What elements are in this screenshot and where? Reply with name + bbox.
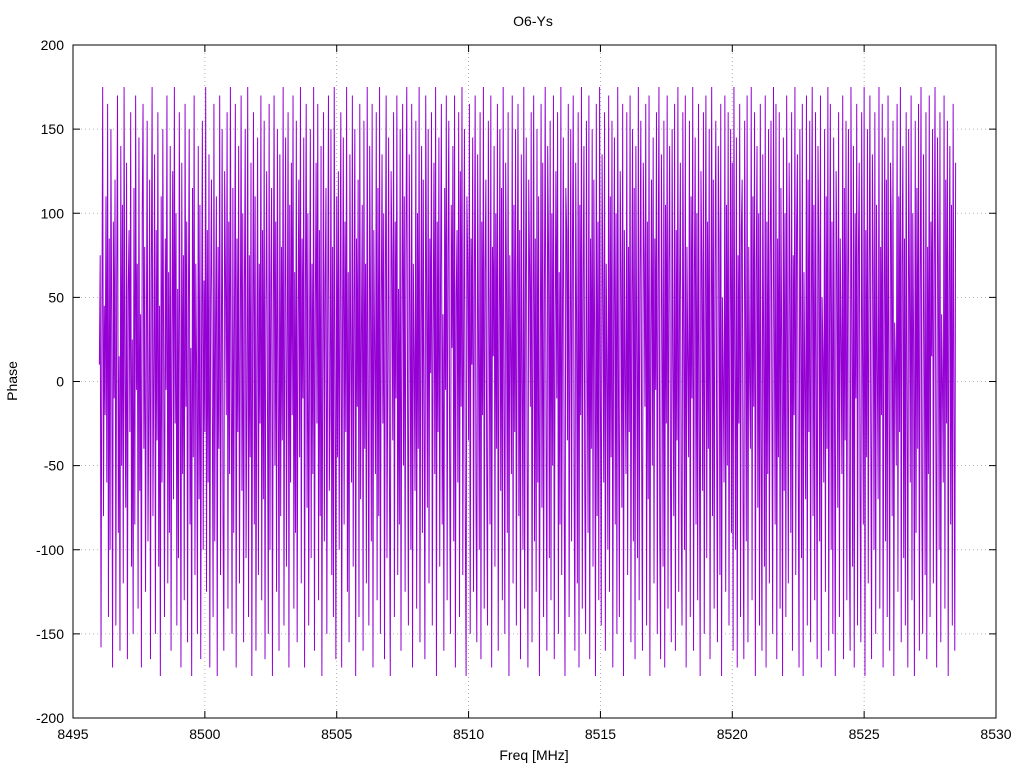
x-tick-label: 8515 <box>585 726 616 742</box>
phase-series-line <box>98 87 957 676</box>
y-tick-label: -50 <box>44 458 64 474</box>
x-tick-label: 8505 <box>321 726 352 742</box>
x-tick-labels: 8495 8500 8505 8510 8515 8520 8525 8530 <box>57 726 1011 742</box>
x-tick-label: 8520 <box>717 726 748 742</box>
y-tick-label: 200 <box>41 37 65 53</box>
y-tick-label: 0 <box>56 374 64 390</box>
series-group <box>98 87 957 676</box>
chart-title: O6-Ys <box>513 13 553 29</box>
y-axis-label: Phase <box>4 361 20 401</box>
x-tick-label: 8510 <box>453 726 484 742</box>
x-tick-label: 8495 <box>57 726 88 742</box>
x-tick-label: 8530 <box>980 726 1011 742</box>
x-tick-label: 8500 <box>189 726 220 742</box>
y-tick-label: 150 <box>41 121 65 137</box>
y-tick-label: 50 <box>48 289 64 305</box>
plot-frame <box>72 44 997 719</box>
x-axis-label: Freq [MHz] <box>499 747 568 763</box>
y-tick-label: -150 <box>36 626 64 642</box>
x-tick-label: 8525 <box>849 726 880 742</box>
y-tick-label: 100 <box>41 205 65 221</box>
y-tick-label: -100 <box>36 542 64 558</box>
y-tick-labels: -200 -150 -100 -50 0 50 100 150 200 <box>36 37 64 726</box>
y-tick-label: -200 <box>36 710 64 726</box>
